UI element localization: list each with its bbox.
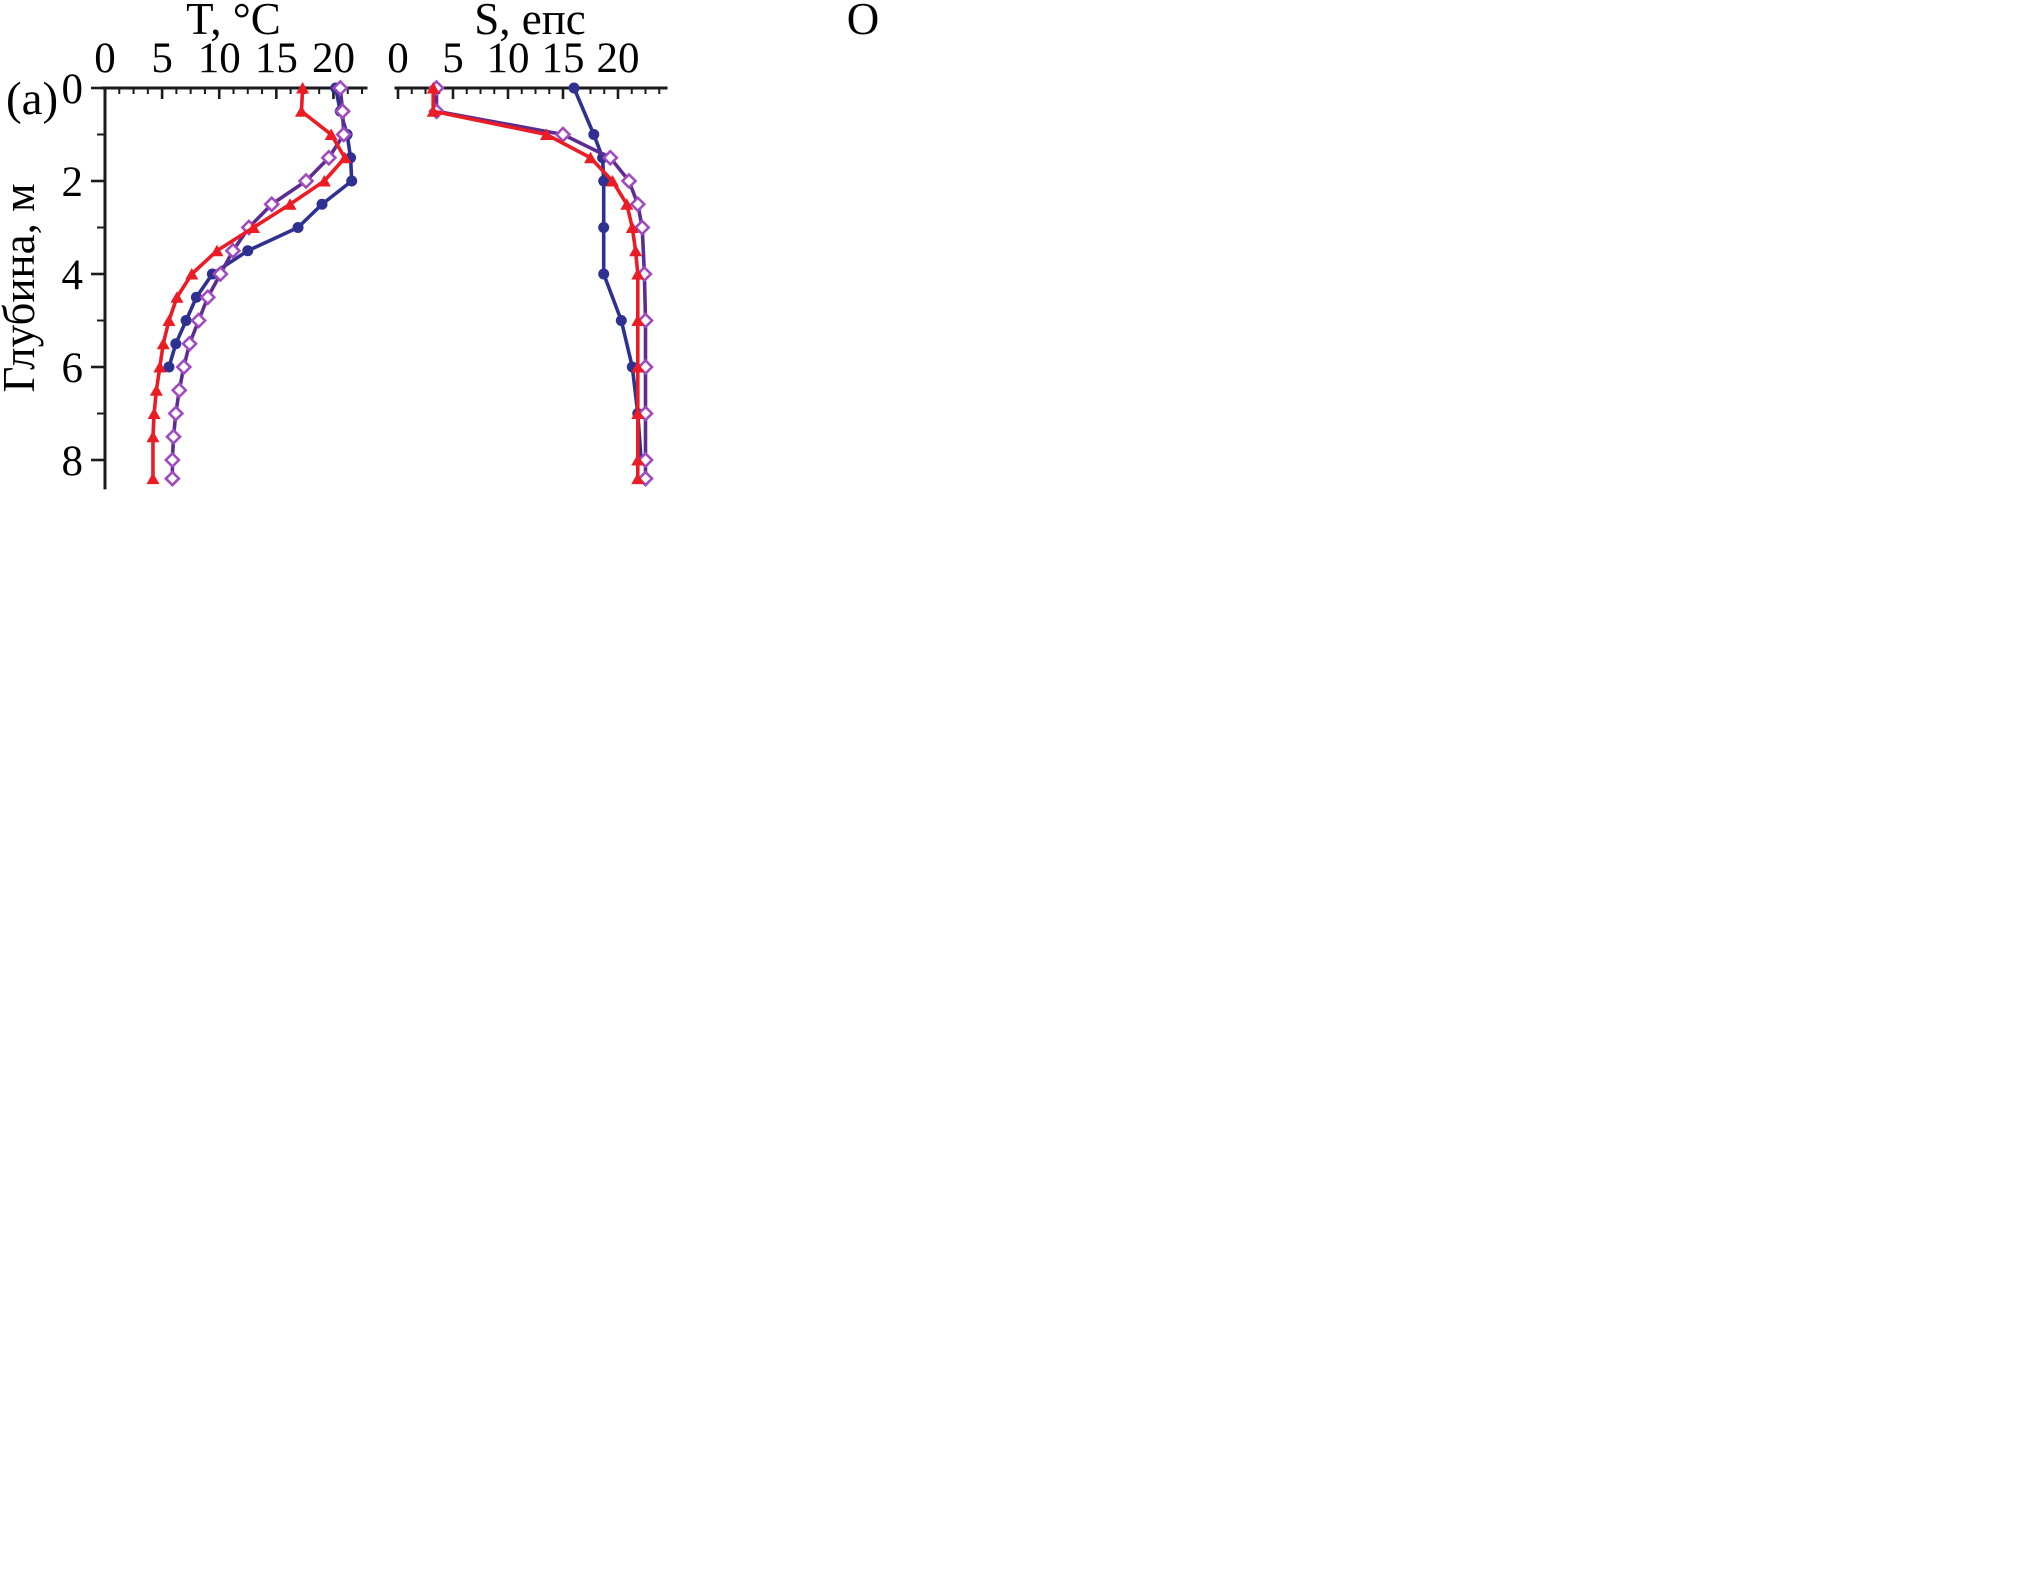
series-marker-08.2022: [338, 151, 352, 164]
series-marker-08.2022: [146, 430, 160, 443]
series-marker-08.2022: [625, 221, 639, 233]
subplot-title: O: [847, 0, 880, 44]
series-marker-08.2022: [324, 128, 338, 140]
x-tick-label: 20: [312, 35, 355, 82]
series-marker-08.2020: [598, 222, 610, 233]
series-marker-08.2021: [164, 451, 181, 469]
series-marker-08.2021: [601, 149, 619, 167]
series-marker-08.2022: [162, 314, 176, 326]
series-marker-08.2021: [297, 172, 315, 190]
depth-axis: 0 2 4 6 8: [62, 66, 107, 490]
series-marker-08.2020: [615, 315, 627, 326]
series-line-08.2020: [572, 87, 643, 461]
series-marker-08.2021: [175, 358, 193, 376]
series-line-08.2021: [170, 87, 346, 479]
series-marker-08.2022: [540, 128, 553, 140]
series-marker-08.2022: [631, 472, 645, 485]
series-marker-08.2022: [246, 221, 260, 233]
series-marker-08.2020: [568, 82, 580, 94]
series-marker-08.2020: [190, 291, 202, 303]
series-marker-08.2021: [263, 195, 281, 213]
series-marker-08.2021: [320, 149, 338, 167]
series-marker-08.2022: [170, 291, 184, 303]
series-marker-08.2021: [181, 335, 198, 353]
series-line-08.2021: [434, 88, 648, 479]
series-marker-08.2022: [631, 454, 645, 466]
depth-tick-label: 0: [62, 66, 84, 113]
series-marker-08.2021: [335, 126, 353, 143]
x-tick-label: 0: [94, 35, 116, 82]
depth-tick-label: 2: [62, 159, 84, 206]
series-marker-08.2022: [317, 175, 331, 187]
series-marker-08.2022: [620, 198, 634, 210]
depth-tick-label: 6: [62, 345, 84, 392]
x-tick-label: 15: [255, 35, 298, 82]
subplot-2: O: [847, 0, 880, 44]
series-marker-08.2022: [426, 82, 440, 94]
series-marker-08.2020: [588, 129, 600, 140]
series-marker-08.2021: [554, 126, 572, 143]
series-marker-08.2022: [631, 407, 645, 419]
series-marker-08.2022: [147, 407, 161, 419]
series-marker-08.2021: [190, 312, 208, 329]
series-marker-08.2021: [164, 470, 181, 487]
series-marker-08.2020: [292, 222, 304, 233]
series-marker-08.2020: [346, 175, 358, 187]
series-marker-08.2021: [212, 265, 229, 283]
series-marker-08.2021: [167, 405, 185, 422]
series-marker-08.2022: [584, 151, 597, 164]
series-marker-08.2022: [606, 175, 619, 187]
depth-axis-label: Глубина, м: [0, 183, 44, 392]
series-marker-08.2020: [180, 315, 192, 326]
series-marker-08.2021: [334, 102, 351, 120]
subplot-title: S, епс: [474, 0, 586, 44]
subplot-1: S, епс 0 5 10 15 20: [387, 0, 668, 487]
series-marker-08.2022: [631, 314, 645, 326]
series-marker-08.2022: [185, 268, 199, 280]
series-marker-08.2022: [153, 361, 167, 373]
series-marker-08.2020: [242, 245, 254, 257]
series-marker-08.2022: [631, 268, 645, 280]
series-line-08.2022: [431, 88, 640, 479]
series-marker-08.2020: [598, 268, 610, 280]
series-marker-08.2022: [210, 244, 224, 257]
depth-tick-label: 8: [62, 438, 84, 485]
series-marker-08.2022: [296, 82, 310, 94]
subplot-0: T, °C 0 5 10 15 20: [94, 0, 368, 487]
series-marker-08.2020: [163, 361, 175, 373]
series-marker-08.2022: [426, 105, 440, 117]
subplot-title: T, °C: [186, 0, 281, 44]
series-marker-08.2021: [199, 288, 217, 306]
x-tick-label: 10: [487, 35, 530, 82]
series-marker-08.2022: [146, 472, 160, 485]
series-marker-08.2022: [283, 198, 297, 210]
series-marker-08.2021: [224, 242, 242, 260]
series-marker-08.2021: [165, 428, 182, 446]
series-marker-08.2020: [598, 175, 610, 187]
series-marker-08.2021: [633, 219, 651, 236]
series-marker-08.2021: [620, 172, 638, 190]
x-tick-label: 5: [442, 35, 464, 82]
series-marker-08.2022: [156, 337, 170, 350]
series-marker-08.2022: [149, 384, 163, 396]
series-marker-08.2021: [331, 79, 349, 97]
x-tick-label: 20: [597, 35, 640, 82]
series-marker-08.2022: [631, 361, 645, 373]
x-tick-label: 0: [387, 35, 409, 82]
panel-label: (а): [6, 73, 58, 125]
series-marker-08.2020: [316, 198, 328, 210]
series-line-08.2022: [151, 87, 347, 479]
x-tick-label: 10: [198, 35, 241, 82]
series-marker-08.2021: [170, 381, 188, 399]
series-marker-08.2022: [629, 244, 643, 257]
series-marker-08.2020: [170, 338, 182, 350]
x-tick-label: 5: [151, 35, 173, 82]
series-marker-08.2022: [294, 105, 308, 117]
depth-tick-label: 4: [62, 252, 84, 299]
series-marker-08.2021: [629, 195, 647, 213]
x-tick-label: 15: [542, 35, 585, 82]
